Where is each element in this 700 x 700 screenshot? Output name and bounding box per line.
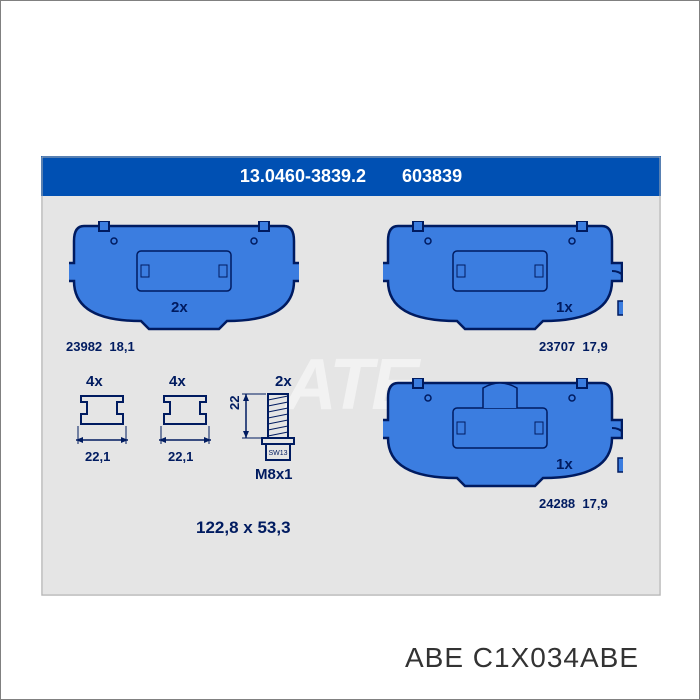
product-code-footer: ABE C1X034ABE [405,642,639,674]
pad-br-qty: 1x [556,456,573,473]
bolt-length: 22 [227,396,242,410]
bolt-thread: M8x1 [255,466,293,483]
part-number-alt: 603839 [402,166,462,187]
footer-code: C1X034ABE [473,642,639,673]
footer-brand: ABE [405,642,464,673]
brake-pad-top-right: 1x [383,221,623,331]
part-number-main: 13.0460-3839.2 [240,166,366,187]
overall-dims: 122,8 x 53,3 [196,518,291,538]
technical-diagram: 13.0460-3839.2 603839 ATE 2x 2398 [41,156,661,596]
pad-tr-label: 23707 17,9 [539,339,608,354]
clip-left-width: 22,1 [85,449,110,464]
pad-br-label: 24288 17,9 [539,496,608,511]
clip-left [71,394,133,450]
diagram-container: 13.0460-3839.2 603839 ATE 2x 2398 [0,0,700,700]
bolt-hex-label: SW13 [268,450,287,457]
pad-tr-qty: 1x [556,299,573,316]
header-bar: 13.0460-3839.2 603839 [41,156,661,196]
clip-right-qty: 4x [169,373,186,390]
brake-pad-top-left: 2x [69,221,299,331]
brake-pad-bottom-right: 1x [383,378,623,488]
clip-left-qty: 4x [86,373,103,390]
clip-right [154,394,216,450]
pad-tl-qty: 2x [171,299,188,316]
bolt-drawing: SW13 [238,388,326,476]
pad-tl-label: 23982 18,1 [66,339,135,354]
clip-right-width: 22,1 [168,449,193,464]
